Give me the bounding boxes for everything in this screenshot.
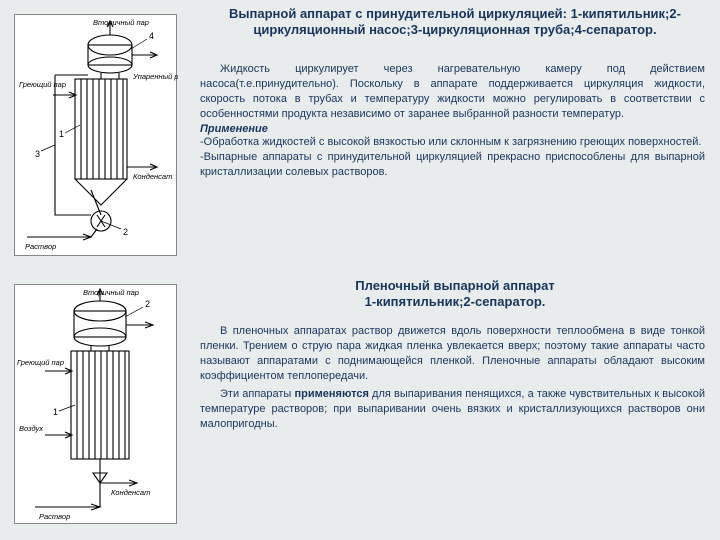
d2-label-air: Воздух [19, 424, 43, 433]
section2-para1: В пленочных аппаратах раствор движется в… [200, 324, 705, 383]
section1-body: Жидкость циркулирует через нагревательну… [200, 62, 705, 180]
d1-num-4: 4 [149, 31, 154, 41]
d1-num-1: 1 [59, 129, 64, 139]
d1-num-2: 2 [123, 227, 128, 237]
section2-title-l2: 1-кипятильник;2-сепаратор. [200, 294, 710, 310]
d2-label-cond: Конденсат [111, 488, 150, 497]
d1-label-steam: Греющий пар [19, 80, 66, 89]
section1-title: Выпарной аппарат с принудительной циркул… [200, 6, 710, 39]
d1-label-feed: Раствор [25, 242, 56, 251]
section1-bullet1: -Обработка жидкостей с высокой вязкостью… [200, 135, 705, 150]
d1-label-cond: Конденсат [133, 172, 172, 181]
section1-para1: Жидкость циркулирует через нагревательну… [200, 62, 705, 121]
diagram-forced-circulation: Вторичный пар Греющий пар Упаренный раст… [14, 14, 177, 256]
section2-para2-a: Эти аппараты [220, 388, 295, 400]
d2-num-1: 1 [53, 407, 58, 417]
section1-appheading: Применение [200, 123, 705, 135]
d2-label-feed: Раствор [39, 512, 70, 521]
d1-label-top: Вторичный пар [93, 18, 149, 27]
section2-title: Пленочный выпарной аппарат 1-кипятильник… [200, 278, 710, 311]
d1-label-product: Упаренный раствор [132, 72, 178, 81]
d2-label-steam: Греющий пар [17, 358, 64, 367]
diagram-film-evaporator: Вторичный пар Греющий пар Воздух Конденс… [14, 284, 177, 524]
section1-bullet2: -Выпарные аппараты с принудительной цирк… [200, 150, 705, 180]
section2-body: В пленочных аппаратах раствор движется в… [200, 324, 705, 432]
section2-title-l1: Пленочный выпарной аппарат [200, 278, 710, 294]
d1-num-3: 3 [35, 149, 40, 159]
section2-para2-b: применяются [295, 388, 369, 400]
d2-label-top: Вторичный пар [83, 288, 139, 297]
section2-para2: Эти аппараты применяются для выпаривания… [200, 387, 705, 432]
d2-num-2: 2 [145, 299, 150, 309]
